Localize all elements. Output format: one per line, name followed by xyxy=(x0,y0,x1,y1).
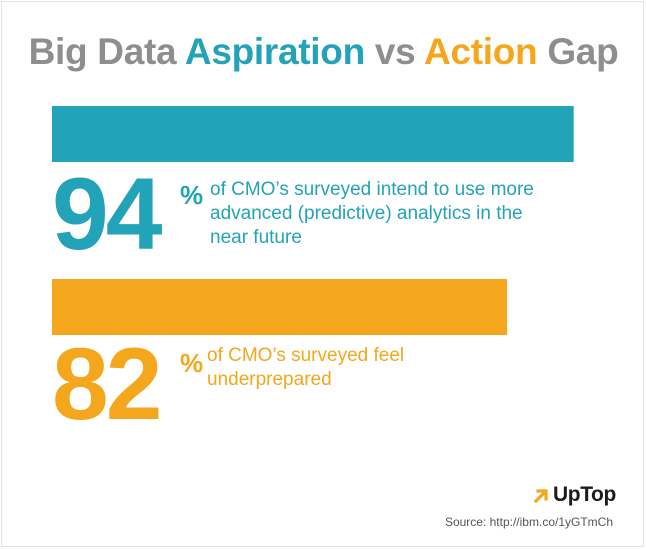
bar-0 xyxy=(52,106,574,162)
title-part-action: Action xyxy=(424,31,538,72)
title-part-big-data: Big Data xyxy=(28,31,185,72)
logo-text: UpTop xyxy=(553,483,616,506)
stat-description-aspiration: of CMO’s surveyed intend to use more adv… xyxy=(210,179,534,248)
bar-value-label-1: 82 xyxy=(52,327,159,441)
percent-sign-1: % xyxy=(180,348,203,378)
bar-1 xyxy=(52,279,508,335)
arrow-up-right-icon xyxy=(533,489,548,504)
title-part-vs: vs xyxy=(364,31,425,72)
uptop-logo: UpTop xyxy=(532,483,616,507)
source-citation: Source: http://ibm.co/1yGTmCh xyxy=(444,515,613,529)
title-part-aspiration: Aspiration xyxy=(184,31,365,72)
bar-value-label-0: 94 xyxy=(52,157,163,271)
stat-description-action: of CMO’s surveyed feel underprepared xyxy=(207,345,405,390)
chart-title: Big Data Aspiration vs Action Gap xyxy=(0,28,647,76)
title-part-gap: Gap xyxy=(537,31,619,72)
percent-sign-0: % xyxy=(180,180,203,210)
